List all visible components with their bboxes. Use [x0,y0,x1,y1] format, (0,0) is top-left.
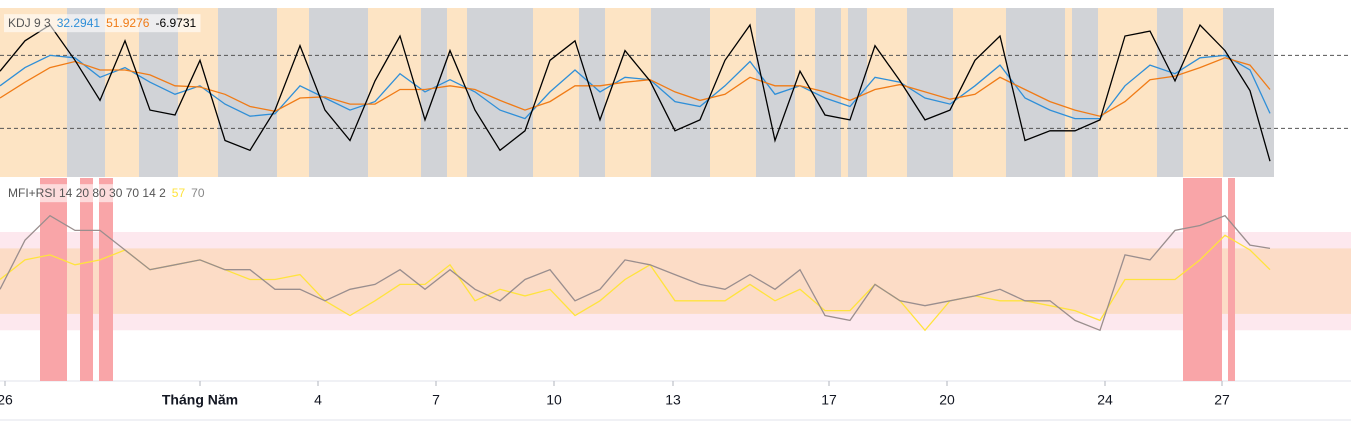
legend-background [4,14,201,33]
x-tick-label: 7 [432,392,440,408]
regime-band [0,8,67,177]
regime-band [178,8,218,177]
x-tick-label: 20 [939,392,955,408]
legend-value: 57 [172,186,186,200]
regime-band [447,8,467,177]
regime-band [1072,8,1098,177]
regime-band [67,8,105,177]
highlight [40,178,67,381]
x-tick-label: Tháng Năm [162,392,238,408]
regime-band [605,8,651,177]
regime-band [218,8,277,177]
regime-band [795,8,815,177]
legend-value: 70 [191,186,205,200]
x-tick-label: 13 [665,392,681,408]
regime-band [1223,8,1274,177]
regime-band [467,8,533,177]
regime-band [848,8,867,177]
series-line [0,214,1271,332]
legend-title: KDJ 9 3 [8,16,51,30]
legend: MFI+RSI 14 20 80 30 70 14 2 57 70 [8,186,205,200]
regime-band [953,8,1006,177]
x-tick-label: 4 [314,392,322,408]
legend-value: -6.9731 [155,16,196,30]
regime-band [651,8,710,177]
highlight [1228,178,1235,381]
regime-band [907,8,953,177]
series-line [0,57,1271,117]
regime-band [756,8,795,177]
x-tick-label: 10 [546,392,562,408]
x-tick-label: 26 [0,392,13,408]
legend-value: 51.9276 [106,16,150,30]
regime-band [1065,8,1072,177]
series-line [0,23,1271,162]
regime-band [1183,8,1223,177]
legend-value: 32.2941 [57,16,101,30]
x-tick-label: 27 [1214,392,1230,408]
x-tick-label: 24 [1097,392,1113,408]
regime-band [1006,8,1065,177]
regime-band [421,8,447,177]
series-line [0,54,1271,120]
regime-band [1157,8,1183,177]
highlight [99,178,113,381]
regime-band [841,8,848,177]
legend-background [4,184,209,203]
regime-band [1098,8,1157,177]
highlight [1183,178,1222,381]
legend: KDJ 9 3 32.2941 51.9276 -6.9731 [8,16,196,30]
level-band [0,248,1351,314]
regime-band [533,8,579,177]
regime-band [105,8,139,177]
legend-title: MFI+RSI 14 20 80 30 70 14 2 [8,186,166,200]
highlight [80,178,93,381]
regime-band [867,8,907,177]
x-tick-label: 17 [821,392,837,408]
